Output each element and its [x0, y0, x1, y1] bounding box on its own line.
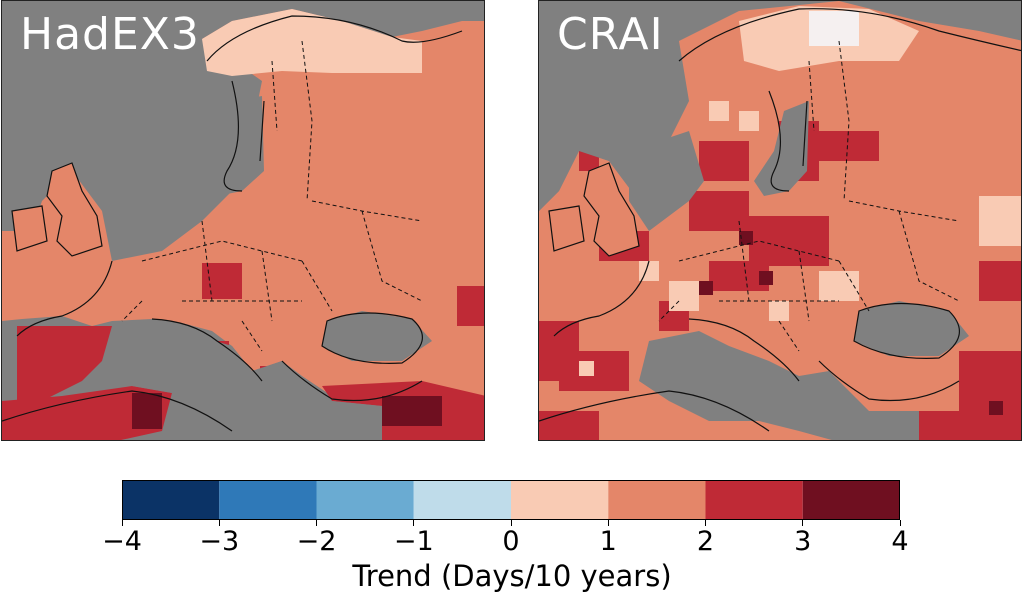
colorbar-swatch: [122, 480, 220, 520]
colorbar-swatches: [122, 480, 900, 520]
map-panel-hadex3: HadEX3: [1, 0, 485, 441]
mediterranean: [102, 331, 382, 440]
colorbar-swatch: [705, 480, 803, 520]
colorbar-tick-mark: [510, 520, 512, 526]
colorbar-tick-label: 1: [599, 526, 617, 557]
colorbar-tick-mark: [218, 520, 220, 526]
colorbar-outline: [122, 480, 900, 520]
light-cells: [579, 101, 1021, 376]
colorbar-label: Trend (Days/10 years): [352, 559, 672, 593]
map-panel-crai: CRAI: [538, 0, 1022, 441]
colorbar-swatch: [802, 480, 900, 520]
colorbar-tick-label: 3: [794, 526, 812, 557]
colorbar-tick-mark: [705, 520, 706, 526]
ireland: [549, 206, 584, 251]
great-britain: [47, 163, 102, 256]
iberia-patch: [17, 326, 112, 401]
colorbar-tick-label: 4: [891, 526, 909, 557]
coastline: [539, 8, 1021, 432]
ireland: [12, 206, 47, 251]
colorbar-tick-mark: [899, 520, 901, 526]
coastline: [2, 15, 463, 432]
baltic-sea: [754, 101, 809, 196]
colorbar: −4 −3 −2 −1 0 1 2 3 4 Trend (Days/10 years): [0, 470, 1024, 598]
alps-patch: [202, 263, 242, 299]
colorbar-swatch: [413, 480, 511, 520]
colorbar-tick-label: −4: [102, 526, 142, 557]
borders: [658, 40, 960, 352]
baltic-sea: [207, 96, 264, 196]
mediterranean: [639, 331, 919, 440]
caucasus-patch: [457, 286, 484, 326]
colorbar-tick-mark: [316, 520, 317, 526]
map-hadex3: [2, 9, 484, 440]
colorbar-tick-mark: [121, 520, 123, 526]
black-sea: [322, 311, 432, 361]
very-dark-cells: [699, 231, 1003, 415]
north-africa-patch: [2, 386, 172, 440]
colorbar-tick-mark: [413, 520, 415, 526]
colorbar-tick-label: 2: [696, 526, 715, 557]
dark-cell-africa: [132, 393, 162, 429]
colorbar-tick-label: 0: [502, 526, 520, 557]
arctic-near-zero: [809, 11, 859, 46]
colorbar-swatch: [316, 480, 414, 520]
panel-title: HadEX3: [20, 9, 200, 60]
scandinavia-light: [202, 9, 422, 76]
colorbar-tick-mark: [607, 520, 609, 526]
colorbar-swatch: [608, 480, 706, 520]
black-sea: [854, 301, 969, 356]
colorbar-swatch: [511, 480, 609, 520]
colorbar-tick-label: −1: [393, 526, 434, 557]
map-crai: [539, 1, 1021, 440]
colorbar-tick-label: −2: [296, 526, 337, 557]
great-britain: [584, 163, 639, 256]
colorbar-tick-mark: [802, 520, 804, 526]
north-sea: [82, 111, 202, 251]
colorbar-tick-label: −3: [199, 526, 240, 557]
borders: [121, 40, 423, 352]
colorbar-ticks: −4 −3 −2 −1 0 1 2 3 4: [0, 470, 1024, 555]
panel-title: CRAI: [557, 9, 664, 60]
anatolia-very-dark: [382, 396, 442, 426]
colorbar-swatch: [219, 480, 317, 520]
atlantic-west: [539, 1, 679, 211]
